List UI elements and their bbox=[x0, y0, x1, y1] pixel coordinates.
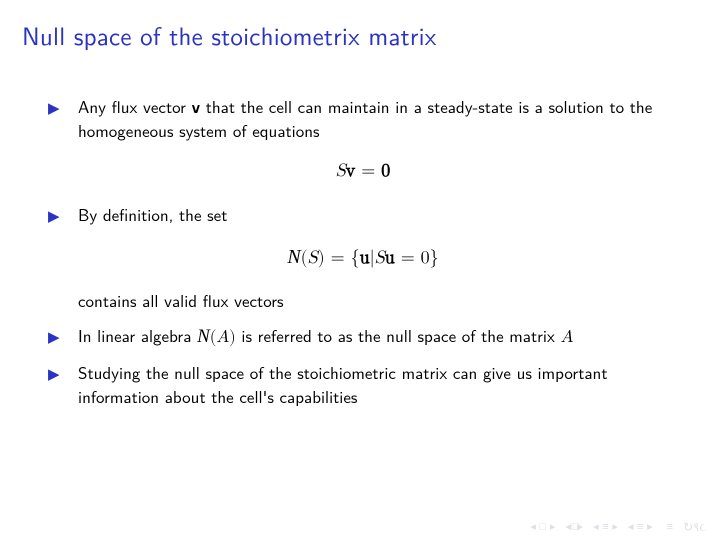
eq2-N: N bbox=[287, 246, 300, 268]
b3-part1: In linear algebra bbox=[78, 323, 197, 348]
eq2-rp: ) = { bbox=[318, 249, 360, 267]
bullet-4-text: Studying the null space of the stoichiom… bbox=[78, 361, 678, 409]
bullet-2-continuation: contains all valid flux vectors bbox=[48, 289, 678, 313]
eq1-v: v bbox=[346, 162, 356, 180]
nav-first-icon[interactable]: ◂ □ ▸ bbox=[530, 518, 555, 534]
triangle-icon: ▶ bbox=[48, 95, 78, 143]
b1-part1: Any flux vector bbox=[78, 94, 192, 119]
b3-part2: is referred to as the null space of the … bbox=[236, 323, 561, 348]
nav-refresh-icon[interactable]: ↻९૮ bbox=[683, 517, 706, 535]
eq2-u2: u bbox=[385, 249, 395, 267]
bullet-4: ▶ Studying the null space of the stoichi… bbox=[48, 361, 678, 409]
nav-mode-icon[interactable]: ≡ bbox=[667, 518, 673, 534]
bullet-2: ▶ By definition, the set bbox=[48, 203, 678, 227]
slide-content: ▶ Any flux vector v that the cell can ma… bbox=[0, 53, 720, 409]
equation-2: N(S) = {u|Su = 0} bbox=[48, 243, 678, 272]
bullet-1-text: Any flux vector v that the cell can main… bbox=[78, 95, 678, 143]
bullet-3-text: In linear algebra N(A) is referred to as… bbox=[78, 324, 678, 351]
eq1-eq: = bbox=[355, 162, 381, 180]
eq2-S: S bbox=[308, 249, 318, 267]
bullet-2-text: By definition, the set bbox=[78, 203, 678, 227]
eq2-u: u bbox=[360, 249, 370, 267]
bullet-1: ▶ Any flux vector v that the cell can ma… bbox=[48, 95, 678, 143]
nav-prev-icon[interactable]: ◂ □□ ▸ bbox=[565, 518, 583, 534]
equation-1: Sv = 0 bbox=[48, 159, 678, 185]
triangle-icon: ▶ bbox=[48, 203, 78, 227]
nav-back-icon[interactable]: ◂ ≡ ▸ bbox=[593, 518, 618, 534]
eq2-S2: S bbox=[375, 249, 385, 267]
eq1-S: S bbox=[336, 162, 346, 180]
eq2-zero: = 0} bbox=[395, 249, 439, 267]
inline-N: N bbox=[197, 326, 210, 347]
bullet-3: ▶ In linear algebra N(A) is referred to … bbox=[48, 324, 678, 351]
inline-A: A bbox=[216, 329, 229, 346]
triangle-icon: ▶ bbox=[48, 324, 78, 351]
nav-footer: ◂ □ ▸ ◂ □□ ▸ ◂ ≡ ▸ ◂ ≡ ▸ ≡ ↻९૮ bbox=[530, 517, 706, 535]
vector-v: v bbox=[192, 95, 201, 119]
slide-title: Null space of the stoichiometrix matrix bbox=[0, 0, 720, 53]
triangle-icon: ▶ bbox=[48, 361, 78, 409]
inline-A2: A bbox=[560, 329, 573, 346]
inline-rp: ) bbox=[229, 329, 236, 346]
nav-fwd-icon[interactable]: ◂ ≡ ▸ bbox=[628, 518, 653, 534]
eq2-lp: ( bbox=[301, 249, 308, 267]
eq1-zero: 0 bbox=[381, 162, 390, 180]
